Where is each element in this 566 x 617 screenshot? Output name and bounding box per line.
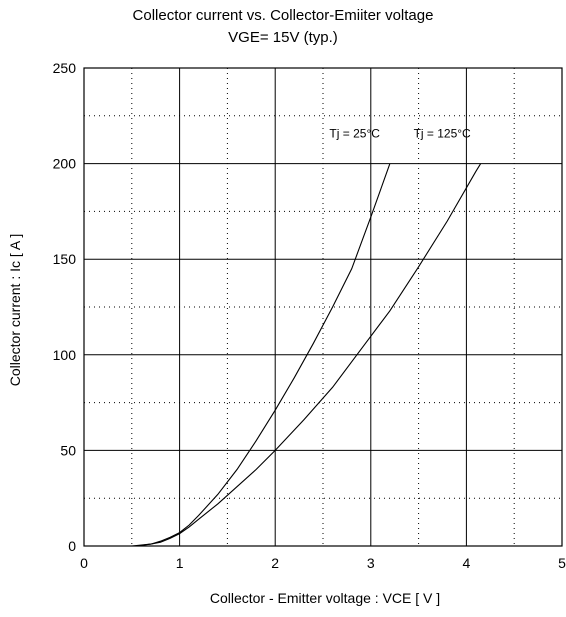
x-tick-label: 0 (80, 555, 88, 571)
y-tick-label: 0 (68, 538, 76, 554)
x-axis-label: Collector - Emitter voltage : VCE [ V ] (209, 590, 441, 606)
series-label-1: Tj = 25°C (329, 127, 380, 141)
y-tick-label: 100 (53, 347, 77, 363)
x-tick-label: 2 (271, 555, 279, 571)
x-tick-label: 5 (558, 555, 566, 571)
chart-subtitle: VGE= 15V (typ.) (228, 29, 338, 46)
plot-frame (83, 67, 563, 547)
series-line-1 (136, 163, 391, 547)
y-tick-label: 250 (53, 60, 77, 76)
y-tick-label: 50 (60, 442, 76, 458)
x-tick-label: 3 (367, 555, 375, 571)
x-tick-label: 4 (463, 555, 471, 571)
series-line-2 (131, 163, 482, 547)
y-tick-label: 200 (53, 156, 77, 172)
chart-title: Collector current vs. Collector-Emiiter … (132, 7, 434, 24)
y-axis-label: Collector current : Ic [ A ] (7, 233, 23, 387)
y-tick-label: 150 (53, 251, 77, 267)
x-tick-label: 1 (176, 555, 184, 571)
series-label-2: Tj = 125°C (414, 127, 471, 141)
